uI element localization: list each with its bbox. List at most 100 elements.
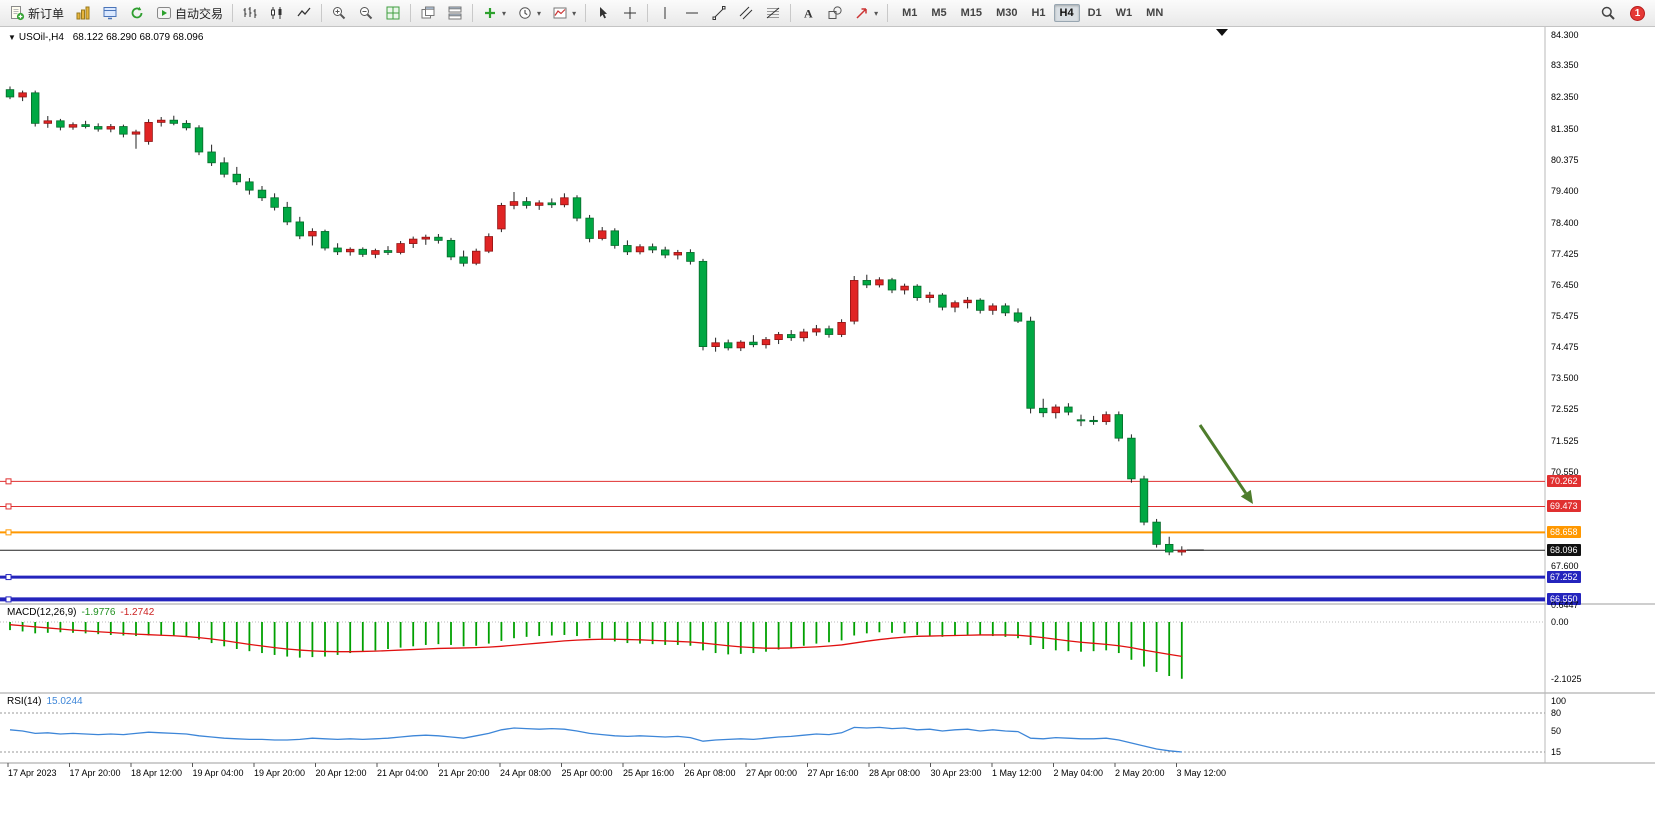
candlesticks	[5, 86, 1186, 556]
price-axis-label: 84.300	[1551, 29, 1579, 40]
line-handle	[5, 596, 12, 603]
price-axis-label: 77.425	[1551, 248, 1579, 259]
tile-horizontal-button[interactable]	[442, 3, 468, 24]
time-axis-label: 28 Apr 08:00	[869, 768, 921, 778]
notification-badge[interactable]: 1	[1630, 5, 1645, 21]
cursor-button[interactable]	[590, 3, 616, 24]
timeframe-h1[interactable]: H1	[1031, 7, 1046, 19]
macd-signal-value: -1.2742	[120, 607, 155, 618]
time-axis-label: 19 Apr 20:00	[254, 768, 306, 778]
macd-panel	[0, 621, 1545, 679]
toolbar: 新订单 自动交易 ▾ ▾	[0, 0, 1655, 27]
trendline-button[interactable]	[706, 3, 732, 24]
rsi-indicator-label: RSI(14) 15.0244	[7, 696, 83, 707]
auto-trading-button[interactable]: 自动交易	[151, 3, 228, 24]
rsi-value: 15.0244	[46, 696, 83, 707]
refresh-icon	[131, 6, 143, 19]
period-button[interactable]: ▾	[512, 3, 546, 24]
vertical-line-button[interactable]	[652, 3, 678, 24]
crosshair-button[interactable]	[617, 3, 643, 24]
zoom-out-button[interactable]	[353, 3, 379, 24]
time-axis-label: 25 Apr 16:00	[623, 768, 675, 778]
time-axis-label: 24 Apr 08:00	[500, 768, 552, 778]
timeframe-m1[interactable]: M1	[902, 7, 918, 19]
rsi-axis-label: 50	[1551, 726, 1562, 736]
timeframe-m5[interactable]: M5	[931, 7, 947, 19]
price-axis-label: 74.475	[1551, 342, 1579, 353]
chevron-down-icon: ▾	[572, 8, 577, 18]
toolbar-separator	[410, 4, 412, 22]
timeframe-mn[interactable]: MN	[1146, 7, 1164, 19]
new-order-button[interactable]: 新订单	[4, 3, 69, 24]
refresh-button[interactable]	[124, 3, 150, 24]
panel-separators	[0, 27, 1655, 764]
chevron-down-icon: ▾	[502, 8, 507, 18]
toolbar-separator	[887, 4, 889, 22]
arrow-annotation[interactable]	[1198, 424, 1253, 504]
timeframe-m30[interactable]: M30	[996, 7, 1018, 19]
symbol-label: ▼ USOil-,H4 68.122 68.290 68.079 68.096	[8, 32, 203, 43]
line-chart-button[interactable]	[291, 3, 317, 24]
timeframe-d1[interactable]: D1	[1087, 7, 1102, 19]
arrows-tool-button[interactable]: ▾	[849, 3, 883, 24]
template-button[interactable]: ▾	[547, 3, 581, 24]
time-axis-label: 25 Apr 00:00	[561, 768, 613, 778]
time-axis-label: 21 Apr 04:00	[377, 768, 429, 778]
timeframe-h4[interactable]: H4	[1053, 4, 1080, 22]
timeframe-m15[interactable]: M15	[960, 7, 983, 19]
shapes-icon	[828, 6, 842, 19]
price-axis-label: 78.400	[1551, 217, 1579, 228]
horizontal-line-button[interactable]	[679, 3, 705, 24]
market-watch-icon	[103, 7, 117, 20]
time-axis-label: 21 Apr 20:00	[438, 768, 490, 778]
chevron-down-icon: ▾	[537, 8, 542, 18]
line-handle	[5, 478, 12, 485]
channel-button[interactable]	[733, 3, 759, 24]
time-axis-label: 27 Apr 16:00	[807, 768, 859, 778]
chevron-down-icon: ▾	[874, 8, 879, 18]
macd-axis-label: 0.6447	[1551, 599, 1579, 610]
timeframe-w1[interactable]: W1	[1115, 7, 1133, 19]
tile-windows-button[interactable]	[380, 3, 406, 24]
time-axis-label: 1 May 12:00	[992, 768, 1042, 778]
fibonacci-button[interactable]	[760, 3, 786, 24]
horizontal-level-lines[interactable]	[0, 478, 1545, 603]
new-order-label: 新订单	[28, 6, 65, 21]
price-axis-label: 83.350	[1551, 60, 1579, 71]
chart-area[interactable]: ▼ USOil-,H4 68.122 68.290 68.079 68.096 M…	[0, 27, 1655, 830]
search-icon	[1601, 6, 1615, 20]
zoom-in-icon	[333, 7, 346, 20]
add-indicator-button[interactable]: ▾	[477, 3, 511, 24]
candles-chart-button[interactable]	[264, 3, 290, 24]
shapes-tool-button[interactable]	[822, 3, 848, 24]
chart-canvas[interactable]	[0, 27, 1655, 830]
zoom-in-button[interactable]	[326, 3, 352, 24]
toolbar-separator	[790, 4, 792, 22]
price-axis-label: 80.375	[1551, 154, 1579, 165]
bars-chart-button[interactable]	[237, 3, 263, 24]
line-handle	[5, 574, 12, 581]
toolbar-separator	[472, 4, 474, 22]
chart-shift-marker-icon[interactable]	[1216, 29, 1228, 36]
rsi-name: RSI(14)	[7, 696, 42, 707]
price-axis-label: 81.350	[1551, 123, 1579, 134]
chart-collapse-icon[interactable]: ▼	[8, 33, 16, 42]
market-watch-button[interactable]	[97, 3, 123, 24]
auto-trading-icon	[157, 7, 172, 19]
cascade-windows-button[interactable]	[415, 3, 441, 24]
search-button[interactable]	[1595, 3, 1621, 24]
price-axis-label: 71.525	[1551, 436, 1579, 447]
price-level-badge: 67.252	[1547, 571, 1581, 584]
ohlc-close: 68.096	[172, 32, 204, 43]
toolbar-separator	[321, 4, 323, 22]
rsi-axis-label: 100	[1551, 696, 1567, 706]
price-axis[interactable]	[1545, 27, 1655, 763]
price-axis-label: 70.550	[1551, 467, 1579, 478]
trendline-icon	[712, 6, 726, 20]
horizontal-line-icon	[686, 12, 699, 14]
crosshair-icon	[624, 7, 637, 19]
rsi-axis-label: 80	[1551, 708, 1562, 718]
new-chart-button[interactable]	[70, 3, 96, 24]
new-order-icon	[11, 6, 25, 21]
text-tool-button[interactable]: A	[795, 3, 821, 24]
